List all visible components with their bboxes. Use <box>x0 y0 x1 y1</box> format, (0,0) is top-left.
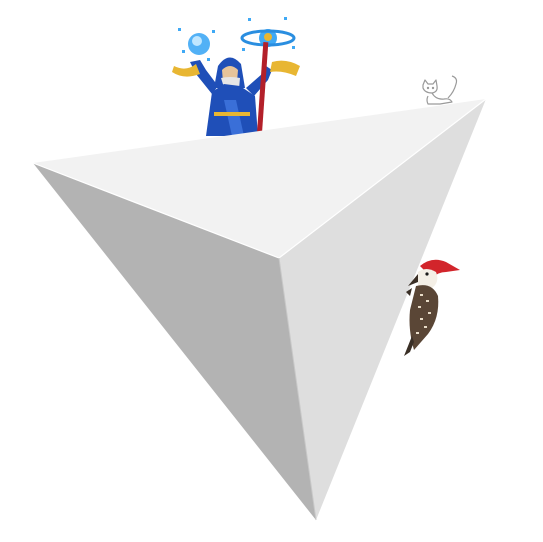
tetrahedron-right-face <box>279 99 486 520</box>
woodpecker-icon <box>404 259 460 356</box>
woodpecker-beak <box>408 274 418 286</box>
wizard-sparkles <box>178 17 295 61</box>
woodpecker-foot <box>406 288 412 296</box>
woodpecker-face <box>418 269 438 288</box>
wizard-icon <box>172 17 300 137</box>
tetrahedron-solid <box>32 98 487 521</box>
woodpecker-tail <box>404 336 414 356</box>
woodpecker-spots <box>416 294 431 334</box>
woodpecker-eye <box>425 272 429 276</box>
wizard-belt <box>214 112 250 116</box>
wizard-right-sleeve-trim <box>270 60 300 76</box>
wizard-staff-gem <box>264 33 272 41</box>
wizard-robe-fold <box>224 100 244 136</box>
tetrahedron-top-face <box>33 99 486 258</box>
wizard-staff <box>256 41 269 137</box>
tetrahedron-left-face <box>33 163 316 520</box>
tetrahedron-front-edge <box>278 257 317 521</box>
wizard-magic-orb-glint <box>192 36 202 46</box>
wizard-left-sleeve-trim <box>172 64 200 77</box>
cat-icon <box>422 75 458 105</box>
